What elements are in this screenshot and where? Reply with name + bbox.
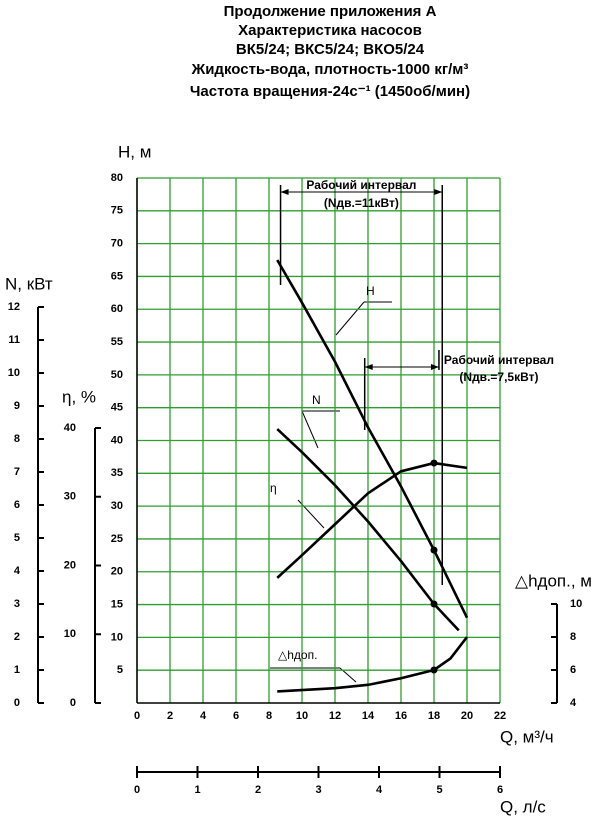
y4-tick-label: 8 (570, 631, 576, 643)
x-tick-label: 14 (362, 710, 375, 722)
y-tick-label: 10 (111, 631, 123, 643)
y4-axis-label: △hдоп., м (515, 571, 592, 590)
curve (276, 259, 469, 619)
x-tick-label: 20 (461, 710, 473, 722)
y-tick-label: 30 (111, 500, 123, 512)
y2-tick-label: 9 (14, 400, 20, 412)
x-tick-label: 10 (296, 710, 308, 722)
y-tick-label: 5 (117, 664, 123, 676)
x-tick-label: 4 (200, 710, 207, 722)
y-tick-label: 80 (111, 172, 123, 184)
y-tick-label: 40 (111, 434, 123, 446)
y2-tick-label: 3 (14, 598, 20, 610)
x2-tick-label: 5 (436, 784, 442, 796)
interval-label: Рабочий интервал (444, 353, 554, 367)
y-tick-label: 55 (111, 336, 123, 348)
x2-tick-label: 1 (194, 784, 200, 796)
interval-note: (Nдв.=7,5кВт) (459, 370, 538, 384)
x-tick-label: 16 (395, 710, 407, 722)
y2-tick-label: 10 (8, 367, 20, 379)
curve-point (430, 546, 438, 554)
x-tick-label: 22 (494, 710, 506, 722)
x2-tick-label: 6 (497, 784, 503, 796)
interval-label: Рабочий интервал (306, 178, 416, 192)
curve-point (430, 600, 438, 608)
y-axis-label: H, м (118, 142, 151, 161)
x-tick-label: 12 (329, 710, 341, 722)
chart-title: Частота вращения-24с⁻¹ (1450об/мин) (190, 83, 470, 100)
y2-tick-label: 1 (14, 664, 20, 676)
arrow-head (364, 364, 439, 370)
y-tick-label: 15 (111, 598, 123, 610)
y3-tick-label: 20 (64, 559, 76, 571)
leader-line (335, 301, 365, 336)
x2-tick-label: 2 (255, 784, 261, 796)
y-tick-label: 70 (111, 238, 123, 250)
curve-label: η (270, 481, 277, 495)
y3-tick-label: 0 (70, 697, 76, 709)
y-tick-label: 65 (111, 270, 123, 282)
y4-tick-label: 4 (570, 697, 577, 709)
chart-title: Продолжение приложения А (224, 3, 437, 20)
curve-label: H (366, 284, 375, 298)
interval-note: (Nдв.=11кВт) (324, 196, 399, 210)
y2-axis-label: N, кВт (5, 274, 53, 293)
y2-tick-label: 2 (14, 631, 20, 643)
chart-title: Жидкость-вода, плотность-1000 кг/м³ (191, 61, 469, 78)
y2-tick-label: 5 (14, 532, 20, 544)
x2-tick-label: 3 (315, 784, 321, 796)
curve-point (430, 666, 438, 674)
curve-label: N (312, 393, 321, 407)
y3-tick-label: 10 (64, 628, 76, 640)
y-tick-label: 20 (111, 566, 123, 578)
y2-tick-label: 8 (14, 433, 20, 445)
x-tick-label: 2 (167, 710, 173, 722)
y2-tick-label: 0 (14, 697, 20, 709)
y3-tick-label: 30 (64, 491, 76, 503)
curve (277, 636, 469, 693)
leader-line (301, 410, 319, 449)
y-tick-label: 25 (111, 533, 123, 545)
y-tick-label: 50 (111, 369, 123, 381)
y-tick-label: 45 (111, 402, 123, 414)
y3-axis-label: η, % (62, 387, 96, 406)
curve-point (430, 459, 438, 467)
y-tick-label: 60 (111, 303, 123, 315)
y3-tick-label: 40 (64, 422, 76, 434)
curve-label: △hдоп. (278, 648, 317, 662)
chart-title: Характеристика насосов (238, 22, 422, 39)
x-tick-label: 8 (266, 710, 272, 722)
y4-tick-label: 10 (570, 598, 582, 610)
x-tick-label: 0 (134, 710, 140, 722)
y2-tick-label: 12 (8, 301, 20, 313)
x-tick-label: 6 (233, 710, 239, 722)
y-tick-label: 75 (111, 205, 123, 217)
x2-tick-label: 4 (376, 784, 383, 796)
y-tick-label: 35 (111, 467, 123, 479)
y2-tick-label: 7 (14, 466, 20, 478)
y2-tick-label: 6 (14, 499, 20, 511)
y4-tick-label: 6 (570, 664, 576, 676)
x-axis-label: Q, м³/ч (500, 727, 554, 746)
chart-title: ВК5/24; ВКС5/24; ВКО5/24 (236, 41, 425, 58)
y2-tick-label: 11 (8, 334, 20, 346)
y2-tick-label: 4 (14, 565, 21, 577)
x-tick-label: 18 (428, 710, 440, 722)
x2-tick-label: 0 (134, 784, 140, 796)
x2-axis-label: Q, л/с (500, 797, 546, 816)
